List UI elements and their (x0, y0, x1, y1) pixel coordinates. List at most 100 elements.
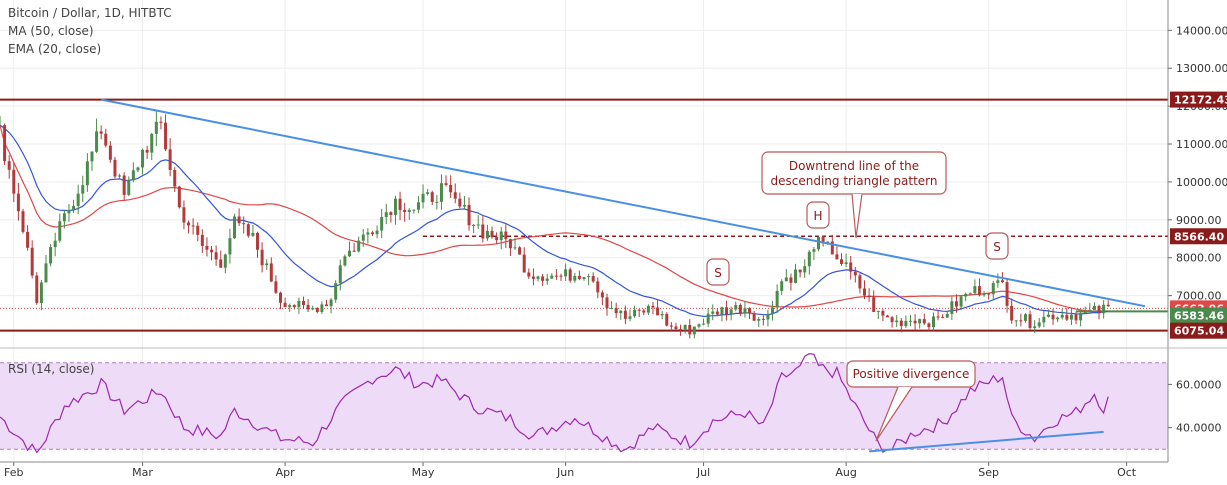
candle-body (265, 263, 269, 266)
candle-body (279, 292, 282, 303)
time-tick-label: Feb (4, 466, 23, 479)
candle (531, 268, 535, 286)
candle-body (164, 122, 168, 150)
candle-body (481, 224, 485, 239)
candle-body (1051, 314, 1055, 320)
candle (587, 273, 591, 286)
candle-body (453, 192, 457, 199)
candle-body (771, 307, 775, 314)
candle (1014, 320, 1018, 327)
candle-body (876, 310, 880, 312)
candle (219, 250, 223, 268)
candle-body (1019, 320, 1023, 322)
candle (738, 303, 742, 317)
candle (628, 309, 632, 322)
candle-body (393, 198, 397, 215)
candle (35, 272, 39, 305)
candle-body (761, 318, 765, 320)
candle-body (660, 313, 664, 316)
candle (347, 241, 351, 258)
price-label-text: 12172.43 (1174, 94, 1227, 107)
candle-body (518, 247, 522, 255)
candle-body (803, 266, 807, 273)
candle (541, 273, 545, 287)
candle-body (7, 161, 11, 170)
candle (1056, 316, 1060, 323)
candlestick-series (0, 110, 1110, 339)
candle-body (752, 313, 756, 321)
candle (582, 276, 586, 281)
candle-body (251, 232, 255, 236)
candle (761, 315, 765, 326)
candle (421, 184, 425, 209)
candle-body (1000, 280, 1004, 283)
trend-callout-pointer (851, 193, 863, 239)
candle (766, 309, 770, 327)
candle-body (485, 230, 489, 239)
candle (297, 297, 301, 314)
candle (798, 269, 802, 278)
candle-body (541, 276, 545, 281)
candle (968, 292, 972, 295)
candle-body (200, 234, 204, 246)
candle-body (421, 193, 425, 203)
time-tick-label: Jun (556, 466, 574, 479)
candle-body (591, 276, 595, 282)
candle-body (977, 286, 981, 296)
candle-body (76, 193, 80, 206)
candle-body (35, 275, 39, 303)
candle (757, 317, 761, 327)
candle-body (370, 232, 374, 235)
candle (669, 322, 673, 332)
price-label-text: 6583.46 (1174, 309, 1224, 322)
candle-body (288, 305, 292, 308)
candle-body (573, 275, 577, 281)
time-tick-label: Aug (835, 466, 856, 479)
left-shoulder-label: S (714, 266, 722, 280)
candle (187, 220, 191, 234)
candle (182, 200, 186, 230)
candle-body (1046, 314, 1050, 317)
candle (168, 138, 172, 177)
candle (292, 304, 296, 310)
candle-body (872, 297, 876, 312)
candle-body (430, 192, 434, 202)
candle (697, 323, 701, 329)
candle-body (1088, 309, 1092, 311)
candle-body (292, 305, 296, 308)
candle (637, 308, 641, 318)
candle-body (352, 250, 356, 252)
candle (430, 190, 434, 206)
candle-body (812, 249, 816, 252)
candle-body (987, 293, 991, 295)
candle (908, 314, 912, 327)
candle-body (283, 302, 287, 308)
candle (118, 173, 122, 179)
candle-body (380, 217, 384, 231)
candle-body (692, 326, 696, 335)
candle-body (196, 225, 200, 235)
candle-body (936, 316, 940, 318)
price-label-resistance (1170, 91, 1227, 108)
candle-body (334, 283, 338, 300)
candle-body (950, 301, 954, 315)
candle (1065, 308, 1069, 322)
candle (324, 299, 328, 307)
candle (927, 322, 931, 332)
candle-body (39, 282, 43, 303)
price-tick-label: 13000.00 (1176, 62, 1227, 75)
candle (393, 195, 397, 225)
time-tick-label: Oct (1117, 466, 1137, 479)
candle-body (1056, 317, 1060, 320)
candle-body (435, 201, 439, 203)
candle (3, 123, 7, 166)
candle-body (177, 186, 181, 208)
candle-body (844, 262, 848, 264)
candle-body (302, 300, 305, 305)
candle (311, 305, 315, 311)
candle-body (154, 121, 158, 134)
candle (789, 273, 793, 291)
candle-body (366, 232, 370, 235)
candle-body (375, 230, 379, 235)
